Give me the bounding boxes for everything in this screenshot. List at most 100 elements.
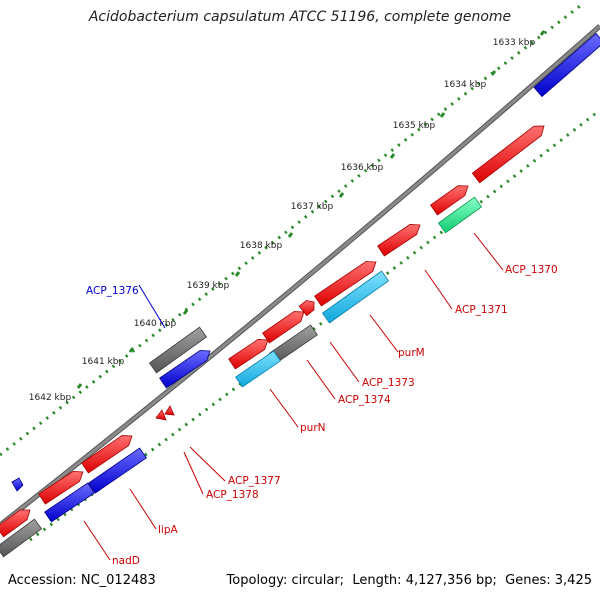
kbp-tick-mark	[389, 153, 396, 159]
feature-purM[interactable]	[321, 270, 390, 324]
accession-label: Accession:	[8, 573, 77, 588]
kbp-tick-mark	[539, 30, 546, 36]
kbp-tick-label: 1636 kbp	[341, 163, 384, 173]
feature-cds-minus-top[interactable]	[533, 32, 600, 98]
gene-arrow-shape	[533, 32, 600, 98]
gene-label[interactable]: purM	[369, 314, 425, 359]
gene-arrow-shape	[314, 261, 377, 307]
kbp-tick-mark	[182, 309, 189, 315]
feature-acp-1371[interactable]	[377, 224, 421, 257]
feature-left-red[interactable]	[0, 509, 31, 538]
gene-label-text: ACP_1376	[86, 285, 139, 297]
gene-arrow-shape	[159, 350, 211, 389]
kbp-tick-label: 1641 kbp	[82, 357, 125, 367]
kbp-tick: 1636 kbp	[341, 153, 396, 173]
kbp-tick-mark	[128, 347, 135, 353]
gene-label[interactable]: ACP_1376	[86, 284, 166, 329]
feature-nadD-b[interactable]	[44, 482, 95, 523]
gene-arrow-shape	[228, 339, 269, 370]
length-value: 4,127,356 bp	[405, 573, 493, 588]
gene-leader-line	[424, 269, 453, 310]
gene-label[interactable]: ACP_1374	[306, 359, 391, 406]
feature-purN-a[interactable]	[228, 339, 269, 370]
feature-nadD-a[interactable]	[38, 470, 84, 505]
kbp-tick: 1639 kbp	[187, 271, 241, 291]
genes-value: 3,425	[554, 573, 592, 588]
gene-label[interactable]: ACP_1377	[189, 446, 281, 487]
gene-label[interactable]: purN	[269, 388, 326, 434]
gene-arrow-shape	[321, 270, 390, 324]
gene-leader-line	[369, 314, 399, 353]
gene-leader-line	[138, 284, 166, 329]
feature-acp-1370[interactable]	[471, 125, 545, 184]
feature-acp-1377-arrow[interactable]	[164, 405, 175, 416]
gene-label[interactable]: ACP_1370	[473, 232, 558, 276]
feature-lipA[interactable]	[88, 447, 147, 494]
gene-label[interactable]: lipA	[129, 488, 178, 536]
feature-acp-1376[interactable]	[148, 326, 208, 374]
kbp-tick: 1633 kbp	[493, 30, 546, 48]
gene-arrow-shape	[38, 470, 84, 505]
kbp-tick-label: 1638 kbp	[240, 241, 283, 251]
gene-leader-line	[473, 232, 504, 271]
feature-acp-1373[interactable]	[262, 311, 305, 344]
gene-arrow-shape	[0, 509, 31, 538]
kbp-tick-mark	[76, 383, 83, 389]
gene-leader-line	[83, 520, 111, 561]
gene-arrow-shape	[44, 482, 95, 523]
kbp-tick-label: 1639 kbp	[187, 281, 230, 291]
kbp-tick-label: 1642 kbp	[29, 393, 72, 403]
kbp-tick-mark	[338, 192, 345, 198]
feature-purM-a[interactable]	[314, 261, 377, 307]
gene-label-text: ACP_1378	[206, 489, 259, 501]
gene-arrow-shape	[471, 125, 545, 184]
kbp-tick-label: 1634 kbp	[444, 80, 487, 90]
gene-arrow-shape	[148, 326, 208, 374]
length-label: Length:	[352, 573, 402, 588]
genome-title: Acidobacterium capsulatum ATCC 51196, co…	[88, 9, 512, 25]
kbp-tick-mark	[234, 271, 241, 277]
kbp-tick-label: 1635 kbp	[393, 121, 436, 131]
feature-left-grey[interactable]	[0, 518, 43, 558]
kbp-tick-mark	[287, 232, 294, 238]
gene-arrow-shape	[377, 224, 421, 257]
gene-label-text: nadD	[112, 555, 140, 567]
feature-small-red[interactable]	[298, 300, 315, 317]
gene-arrow-shape	[298, 300, 315, 317]
feature-rna-green[interactable]	[437, 196, 483, 234]
gene-leader-line	[129, 488, 157, 530]
accession-value: NC_012483	[80, 573, 156, 588]
kbp-tick: 1634 kbp	[444, 70, 497, 90]
gene-label[interactable]: ACP_1371	[424, 269, 508, 316]
gene-arrow-shape	[437, 196, 483, 234]
feature-lipA-a[interactable]	[81, 435, 133, 474]
feature-acp-1376-b[interactable]	[159, 350, 211, 389]
gene-label[interactable]: nadD	[83, 520, 140, 567]
genome-stats-footer: Topology: circular; Length: 4,127,356 bp…	[226, 573, 592, 588]
accession-footer: Accession: NC_012483	[8, 573, 156, 588]
gene-label[interactable]: ACP_1373	[329, 341, 415, 389]
gene-label-text: purN	[300, 422, 326, 434]
feature-blue-small[interactable]	[11, 477, 24, 492]
kbp-tick-layer: 1633 kbp 1634 kbp 1635 kbp 1636 kbp 1637 kbp…	[0, 4, 600, 542]
gene-label[interactable]: ACP_1378	[183, 451, 259, 501]
outer-tick-ruler	[0, 4, 581, 457]
kbp-tick-mark	[439, 112, 446, 118]
gene-label-text: ACP_1373	[362, 377, 415, 389]
kbp-tick: 1637 kbp	[291, 192, 345, 212]
gene-label-text: lipA	[158, 524, 178, 536]
backbone-line	[0, 24, 600, 527]
gene-arrow-shape	[429, 185, 469, 216]
gene-label-text: ACP_1371	[455, 304, 508, 316]
kbp-tick: 1635 kbp	[393, 112, 446, 131]
feature-purN[interactable]	[235, 350, 281, 388]
kbp-tick: 1642 kbp	[29, 383, 83, 403]
kbp-tick-label: 1637 kbp	[291, 202, 334, 212]
kbp-tick-mark	[490, 70, 497, 76]
feature-acp-1371-a[interactable]	[429, 185, 469, 216]
gene-leader-line	[269, 388, 299, 428]
feature-acp-1378-arrow[interactable]	[155, 409, 167, 421]
gene-label-text: ACP_1377	[228, 475, 281, 487]
